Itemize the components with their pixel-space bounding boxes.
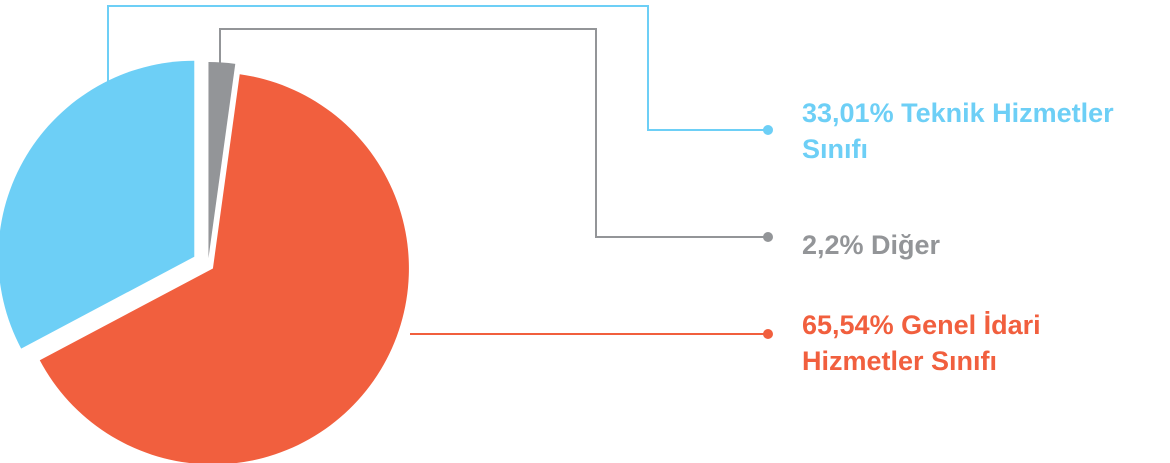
leader-dot-genel <box>763 329 773 339</box>
pie-slice-genel <box>39 74 409 463</box>
leader-dot-diger <box>763 232 773 242</box>
leader-line-teknik <box>107 5 768 131</box>
label-diger: 2,2% Diğer <box>802 227 940 263</box>
pie-slice-diger <box>208 62 236 259</box>
label-genel-line1: 65,54% Genel İdari <box>802 310 1041 340</box>
leader-line-diger <box>219 28 768 238</box>
pie-slices <box>0 60 409 463</box>
label-teknik-hizmetler: 33,01% Teknik Hizmetler Sınıfı <box>802 95 1114 167</box>
label-teknik-line1: 33,01% Teknik Hizmetler <box>802 98 1114 128</box>
leader-dot-teknik <box>763 125 773 135</box>
pie-slice-teknik <box>0 60 195 349</box>
label-genel-idari-hizmetler: 65,54% Genel İdari Hizmetler Sınıfı <box>802 307 1041 379</box>
label-teknik-line2: Sınıfı <box>802 134 868 164</box>
leader-lines <box>107 5 773 339</box>
label-genel-line2: Hizmetler Sınıfı <box>802 346 998 376</box>
label-diger-line1: 2,2% Diğer <box>802 230 941 260</box>
